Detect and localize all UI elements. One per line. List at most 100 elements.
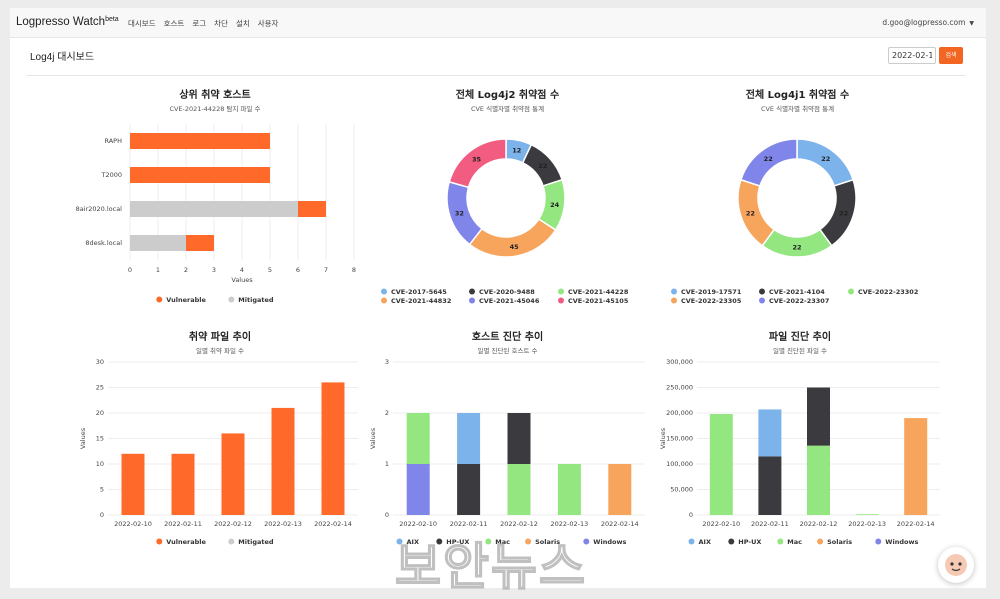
top-hosts-chart: 0 1 2 3 4 5 6 7 8 Values RAPH T2000 8air2020.local 8d…	[76, 124, 356, 304]
bar-mitigated	[130, 201, 298, 217]
x-tick-label: 2022-02-11	[450, 520, 488, 528]
legend-label: CVE-2021-45105	[568, 297, 629, 305]
dashboard-header: Log4j 대시보드 검색	[26, 44, 966, 76]
y-tick-label: 10	[96, 460, 104, 468]
y-tick-label: 2	[385, 409, 389, 417]
log4j2-subtitle: CVE 식별자별 취약점 통계	[470, 105, 545, 113]
x-tick-label: 5	[268, 266, 272, 274]
y-tick-label: T2000	[100, 171, 122, 179]
slice-value-label: 12	[512, 147, 521, 155]
legend-marker	[848, 288, 854, 295]
legend-label: Windows	[885, 538, 918, 546]
bar-vulnerable	[321, 382, 345, 515]
y-tick-label: 50,000	[670, 486, 693, 494]
x-tick-label: 2022-02-14	[601, 520, 639, 528]
brand-name: Logpresso Watch	[16, 16, 106, 28]
slice-value-label: 22	[792, 244, 801, 252]
bar-vulnerable	[221, 433, 245, 515]
legend-label: CVE-2021-44832	[391, 297, 451, 305]
y-tick-label: 20	[96, 409, 104, 417]
y-tick-label: 30	[96, 358, 104, 366]
vuln-file-trend-chart: 0 5 10 15 20 25 30 Values 2022-02-10 2022-02-11 20…	[79, 358, 358, 546]
y-tick-label: 5	[100, 486, 104, 494]
bar-mac	[709, 414, 733, 515]
x-tick-label: 2022-02-12	[214, 520, 252, 528]
y-tick-label: 3	[385, 358, 389, 366]
x-tick-label: 2022-02-13	[551, 520, 589, 528]
bar-mac	[406, 413, 430, 464]
x-tick-label: 0	[128, 266, 132, 274]
legend-marker	[228, 538, 235, 545]
date-input[interactable]	[888, 47, 936, 64]
bar-solaris	[904, 418, 928, 515]
legend-label: CVE-2021-4104	[769, 288, 825, 296]
nav-item-block[interactable]: 차단	[214, 19, 228, 28]
bar-aix	[457, 413, 481, 464]
log4j1-subtitle: CVE 식별자별 취약점 통계	[760, 105, 835, 113]
legend-marker	[381, 288, 387, 295]
legend-marker	[817, 538, 824, 545]
y-tick-label: RAPH	[104, 137, 122, 145]
bar-aix	[758, 409, 782, 457]
x-tick-label: 2022-02-10	[114, 520, 152, 528]
file-scan-trend-subtitle: 일별 진단된 파일 수	[772, 347, 828, 355]
x-tick-label: 6	[296, 266, 300, 274]
legend-label: CVE-2019-17571	[681, 288, 742, 296]
nav-item-dashboard[interactable]: 대시보드	[128, 19, 156, 28]
y-axis-label: Values	[79, 427, 87, 449]
bar-mac	[507, 464, 531, 515]
legend-marker	[777, 538, 784, 545]
x-tick-label: 2022-02-14	[314, 520, 352, 528]
x-tick-label: 2022-02-13	[264, 520, 302, 528]
legend-marker	[469, 288, 475, 295]
brand-logo[interactable]: Logpresso Watchbeta	[16, 16, 119, 28]
top-hosts-title: 상위 취약 호스트	[179, 90, 251, 101]
user-menu[interactable]: d.goo@logpresso.com ▼	[882, 18, 974, 27]
y-tick-label: 0	[100, 511, 104, 519]
x-tick-label: 1	[156, 266, 160, 274]
legend-marker	[671, 288, 677, 295]
legend-label: CVE-2021-45046	[479, 297, 540, 305]
legend-label: CVE-2022-23302	[858, 288, 918, 296]
bar-vulnerable	[130, 133, 270, 149]
legend-marker	[396, 538, 403, 545]
vuln-file-trend-panel: 취약 파일 추이 일별 취약 파일 수 0 5 10 15 20 25 30 Values 20…	[75, 328, 365, 553]
y-tick-label: 0	[385, 511, 389, 519]
y-tick-label: 8air2020.local	[76, 205, 123, 213]
vuln-file-trend-subtitle: 일별 취약 파일 수	[195, 347, 245, 355]
x-tick-label: 2022-02-14	[897, 520, 935, 528]
bar-vulnerable	[186, 235, 214, 251]
x-tick-label: 2022-02-10	[702, 520, 740, 528]
chat-button[interactable]	[938, 547, 974, 583]
log4j1-panel: 전체 Log4j1 취약점 수 CVE 식별자별 취약점 통계 22 22 22 22…	[655, 86, 940, 316]
y-tick-label: 25	[96, 384, 104, 392]
bar-hp-ux	[507, 413, 531, 464]
y-tick-label: 1	[385, 460, 389, 468]
nav-item-logs[interactable]: 로그	[192, 19, 207, 28]
x-tick-label: 2022-02-12	[800, 520, 838, 528]
y-tick-label: 200,000	[666, 409, 693, 417]
y-tick-label: 150,000	[666, 435, 693, 443]
nav-menu: 대시보드 호스트 로그 차단 설치 사용자	[128, 18, 278, 29]
nav-item-install[interactable]: 설치	[235, 19, 250, 28]
nav-item-users[interactable]: 사용자	[257, 19, 279, 28]
slice-value-label: 22	[821, 155, 830, 163]
bar-hp-ux	[807, 387, 830, 446]
x-tick-label: 7	[324, 266, 328, 274]
pie-slice	[739, 138, 798, 187]
x-tick-label: 2022-02-11	[164, 520, 202, 528]
nav-item-hosts[interactable]: 호스트	[163, 19, 185, 28]
navbar: Logpresso Watchbeta 대시보드 호스트 로그 차단 설치 사용…	[10, 8, 986, 38]
watermark-text: 보안뉴스	[394, 537, 587, 597]
y-axis-label: Values	[369, 427, 377, 449]
search-button[interactable]: 검색	[939, 47, 963, 64]
legend-label: HP-UX	[446, 538, 469, 546]
legend-label: CVE-2021-44228	[568, 288, 629, 296]
bar-mac	[807, 445, 830, 515]
slice-value-label: 22	[538, 162, 547, 170]
x-tick-label: 4	[240, 266, 244, 274]
y-tick-label: 15	[96, 435, 104, 443]
x-tick-label: 2	[184, 266, 188, 274]
legend-marker	[558, 288, 564, 295]
